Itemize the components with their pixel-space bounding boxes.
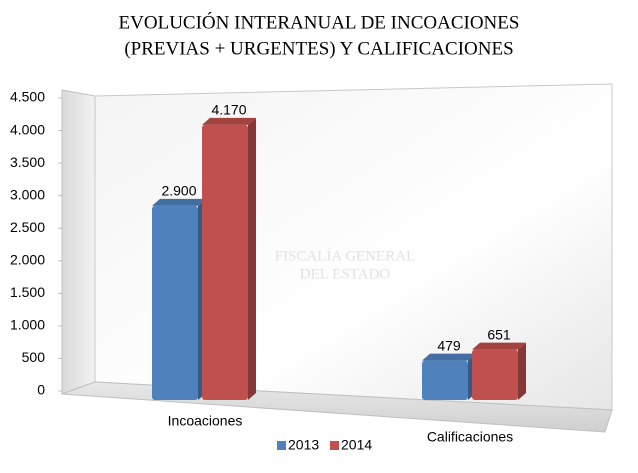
legend-label: 2013 (288, 437, 319, 453)
y-tick-label: 1.000 (10, 317, 45, 333)
value-label: 2.900 (161, 183, 196, 199)
legend-swatch (330, 441, 339, 450)
y-tick-label: 2.500 (10, 219, 45, 235)
y-tick-label: 3.000 (10, 186, 45, 202)
bar-top (202, 117, 256, 125)
bar (422, 360, 468, 400)
legend-label: 2014 (341, 437, 372, 453)
x-tick-label: Incoaciones (168, 413, 243, 429)
y-tick-label: 3.500 (10, 154, 45, 170)
bar-side (518, 342, 526, 400)
bar-side (248, 117, 256, 401)
value-label: 4.170 (211, 102, 246, 118)
y-tick-label: 2.000 (10, 251, 45, 267)
watermark: DEL ESTADO (300, 266, 390, 282)
y-tick-label: 500 (22, 349, 46, 365)
y-tick-label: 4.000 (10, 121, 45, 137)
value-label: 479 (437, 337, 461, 353)
y-tick-label: 0 (37, 382, 45, 398)
y-tick-label: 4.500 (10, 89, 45, 105)
side-wall (61, 89, 96, 395)
bar (152, 205, 198, 400)
value-label: 651 (487, 326, 511, 342)
bar-top (422, 353, 476, 361)
legend-swatch (277, 441, 286, 450)
x-tick-label: Calificaciones (427, 429, 513, 445)
bar (202, 124, 248, 401)
watermark: FISCALÍA GENERAL (275, 247, 415, 264)
bar-top (472, 342, 526, 350)
chart-title: EVOLUCIÓN INTERANUAL DE INCOACIONES (119, 11, 520, 33)
bar-top (152, 198, 206, 206)
bar (472, 349, 518, 400)
y-tick-label: 1.500 (10, 284, 45, 300)
chart-title: (PREVIAS + URGENTES) Y CALIFICACIONES (124, 38, 513, 59)
